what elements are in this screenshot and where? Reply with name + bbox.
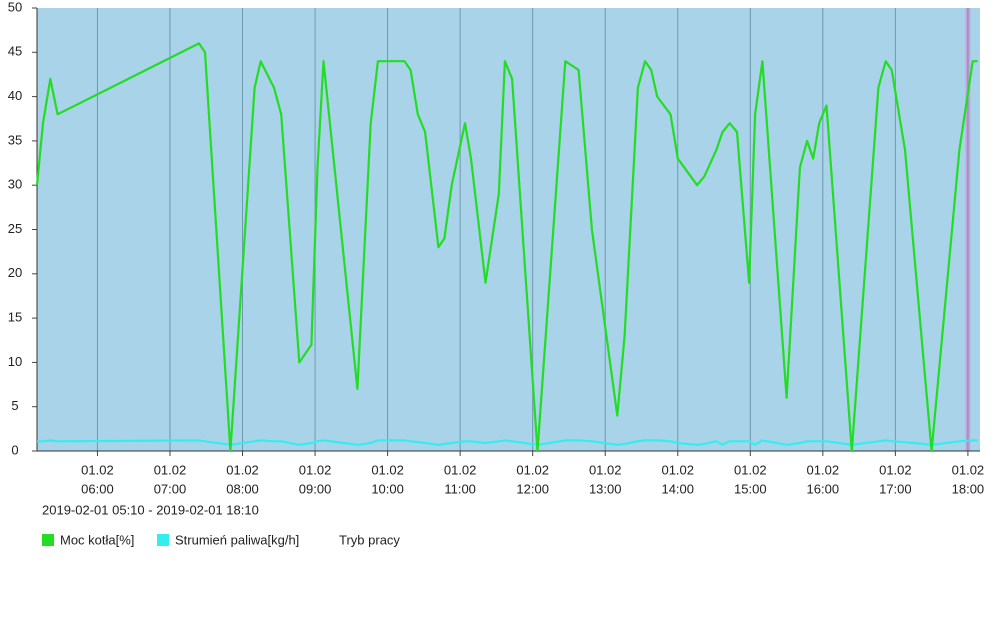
x-tick-label: 01.02 (661, 462, 694, 477)
series-line (35, 42, 978, 453)
x-tick-label: 01.02 (444, 462, 477, 477)
x-tick-label: 01.02 (226, 462, 259, 477)
series-line (37, 439, 978, 446)
legend-label: Strumień paliwa[kg/h] (175, 532, 299, 547)
chart-subtitle: 2019-02-01 05:10 - 2019-02-01 18:10 (42, 502, 259, 517)
x-tick-label: 01.02 (807, 462, 840, 477)
x-tick-label: 10:00 (371, 481, 404, 496)
x-tick-label: 01.02 (154, 462, 187, 477)
legend-swatch (157, 534, 169, 546)
x-tick-label: 13:00 (589, 481, 622, 496)
x-tick-label: 01.02 (81, 462, 114, 477)
x-tick-label: 07:00 (154, 481, 187, 496)
x-tick-label: 06:00 (81, 481, 114, 496)
x-tick-label: 01.02 (589, 462, 622, 477)
legend-label: Moc kotła[%] (60, 532, 134, 547)
y-tick-label: 20 (8, 265, 22, 280)
y-tick-label: 10 (8, 354, 22, 369)
x-tick-label: 08:00 (226, 481, 259, 496)
x-tick-label: 09:00 (299, 481, 332, 496)
legend-label: Tryb pracy (339, 532, 400, 547)
x-tick-label: 01.02 (879, 462, 912, 477)
x-tick-label: 18:00 (952, 481, 985, 496)
x-tick-label: 01.02 (516, 462, 549, 477)
plot-area (37, 8, 980, 451)
x-tick-label: 14:00 (661, 481, 694, 496)
x-tick-label: 17:00 (879, 481, 912, 496)
y-tick-label: 45 (8, 44, 22, 59)
y-tick-label: 25 (8, 221, 22, 236)
x-tick-label: 12:00 (516, 481, 549, 496)
x-tick-label: 01.02 (952, 462, 985, 477)
y-tick-label: 40 (8, 88, 22, 103)
y-tick-label: 0 (11, 442, 18, 457)
x-tick-label: 11:00 (444, 481, 476, 496)
legend-swatch (42, 534, 54, 546)
y-tick-label: 15 (8, 310, 22, 325)
y-tick-label: 30 (8, 177, 22, 192)
x-tick-label: 01.02 (371, 462, 404, 477)
y-tick-label: 5 (11, 398, 18, 413)
x-tick-label: 15:00 (734, 481, 767, 496)
y-tick-label: 35 (8, 132, 22, 147)
y-tick-label: 50 (8, 0, 22, 14)
x-tick-label: 16:00 (807, 481, 840, 496)
x-tick-label: 01.02 (734, 462, 767, 477)
x-tick-label: 01.02 (299, 462, 332, 477)
